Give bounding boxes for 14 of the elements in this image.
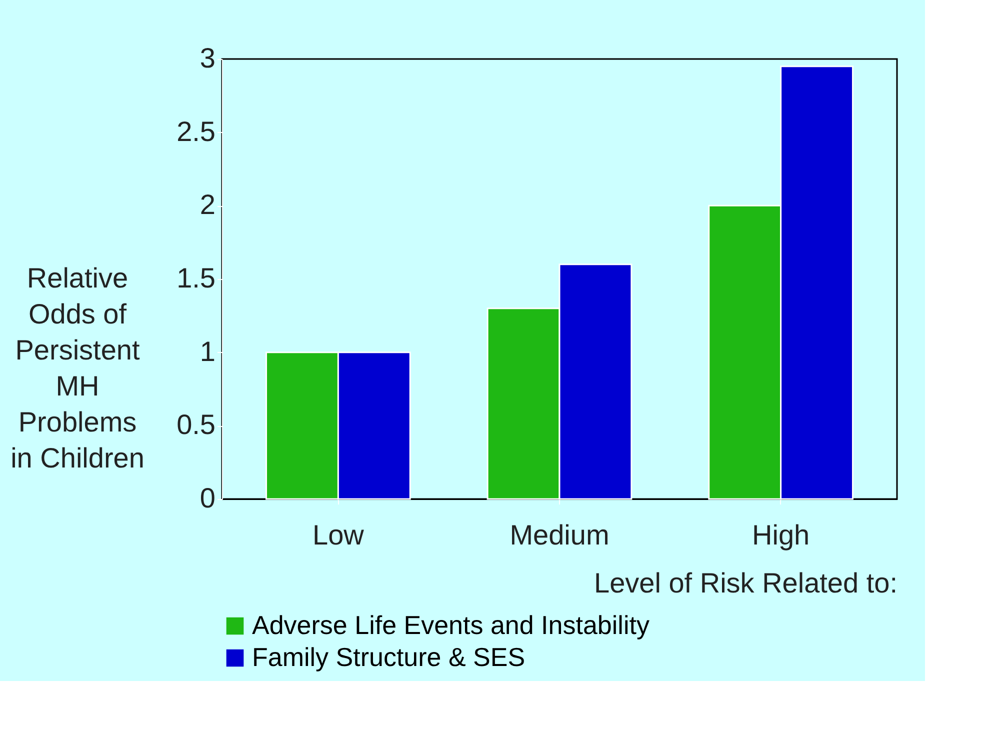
legend-label: Adverse Life Events and Instability [252, 610, 650, 640]
y-axis-title: Relative Odds of Persistent MH Problems in Children [10, 262, 144, 474]
y-tick-label: 3 [200, 42, 216, 74]
x-tick-label: High [752, 520, 810, 550]
x-tick-label: Medium [510, 520, 610, 550]
y-tick-label: 2 [200, 189, 216, 220]
x-axis-title: Level of Risk Related to: [594, 568, 898, 598]
y-tick-label: 1 [200, 336, 216, 367]
y-tick-label: 1.5 [176, 262, 216, 294]
y-tick-label: 2.5 [176, 116, 216, 147]
x-tick-label: Low [312, 520, 365, 550]
y-tick-label: 0.5 [176, 409, 216, 440]
y-tick-label: 0 [200, 482, 216, 514]
legend-label: Family Structure & SES [252, 642, 526, 672]
